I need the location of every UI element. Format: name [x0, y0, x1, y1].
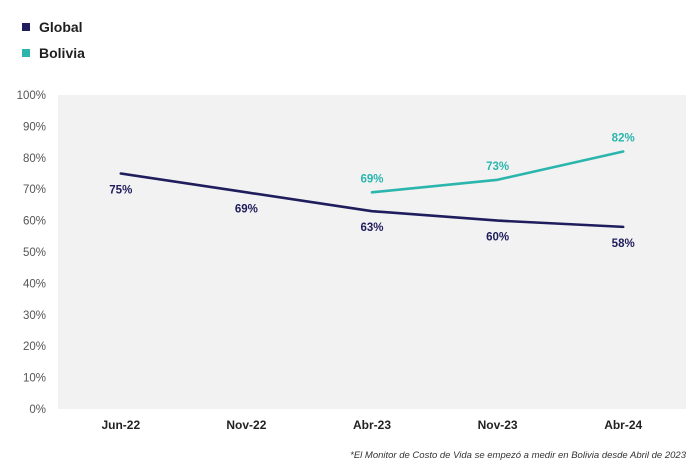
y-tick-label: 80%: [23, 153, 46, 165]
legend-swatch-global: [22, 23, 30, 31]
x-tick-label: Jun-22: [101, 418, 140, 432]
y-tick-label: 10%: [23, 373, 46, 385]
y-tick-label: 30%: [23, 310, 46, 322]
data-label-bolivia: 82%: [612, 133, 635, 145]
legend-item-bolivia: Bolivia: [22, 40, 85, 66]
y-tick-label: 0%: [29, 404, 46, 416]
footnote: *El Monitor de Costo de Vida se empezó a…: [350, 450, 686, 461]
legend-swatch-bolivia: [22, 49, 30, 57]
y-tick-label: 60%: [23, 216, 46, 228]
series-line-bolivia: [370, 150, 625, 194]
data-label-global: 60%: [486, 232, 509, 244]
plot-area: [58, 95, 686, 409]
y-tick-label: 70%: [23, 184, 46, 196]
x-tick-label: Nov-22: [226, 418, 266, 432]
data-label-global: 69%: [235, 203, 258, 215]
y-tick-label: 20%: [23, 341, 46, 353]
data-label-bolivia: 69%: [360, 173, 383, 185]
y-tick-label: 90%: [23, 121, 46, 133]
x-tick-label: Nov-23: [478, 418, 518, 432]
data-label-global: 63%: [360, 222, 383, 234]
x-tick-label: Abr-23: [353, 418, 391, 432]
data-label-global: 75%: [109, 185, 132, 197]
legend-label-global: Global: [39, 19, 83, 35]
y-tick-label: 50%: [23, 247, 46, 259]
data-label-bolivia: 73%: [486, 161, 509, 173]
y-tick-label: 40%: [23, 278, 46, 290]
legend-label-bolivia: Bolivia: [39, 45, 85, 61]
data-label-global: 58%: [612, 238, 635, 250]
x-tick-label: Abr-24: [604, 418, 642, 432]
legend: Global Bolivia: [22, 14, 85, 66]
y-tick-label: 100%: [17, 90, 46, 102]
series-line-global: [119, 172, 625, 229]
legend-item-global: Global: [22, 14, 85, 40]
